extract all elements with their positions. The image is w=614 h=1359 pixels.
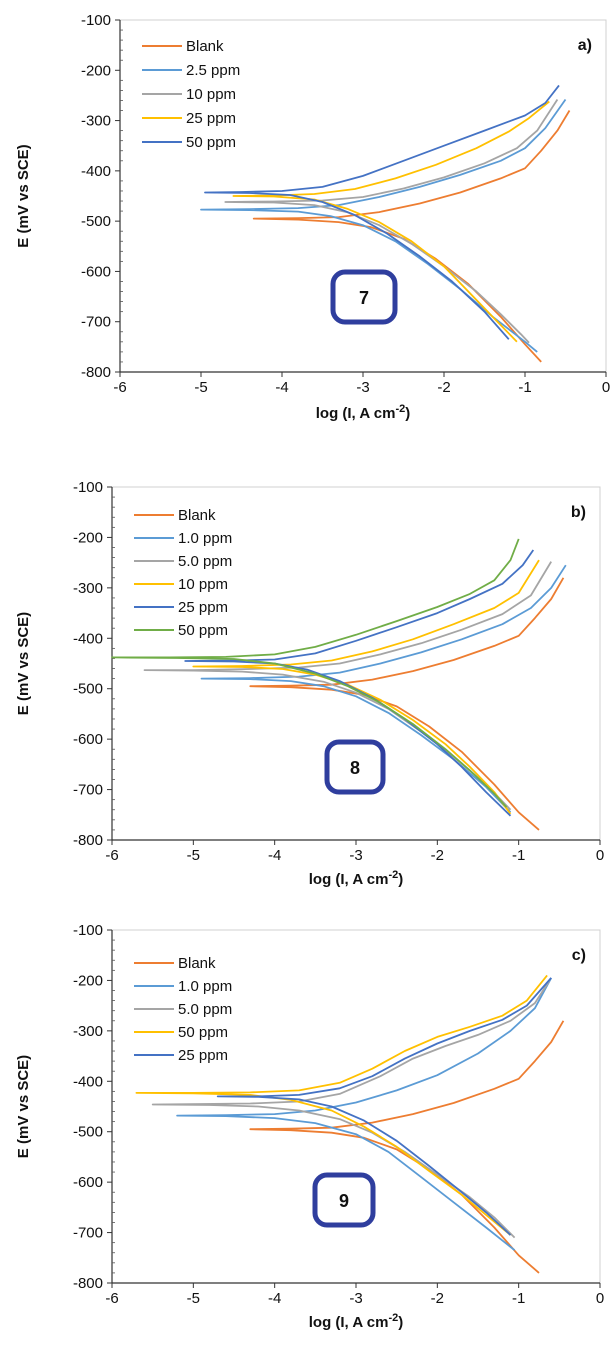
- x-tick-label: -3: [349, 1290, 362, 1307]
- y-tick-label: -300: [73, 580, 103, 597]
- series-line: [224, 99, 559, 344]
- x-axis-title: log (I, A cm-2): [309, 1312, 404, 1331]
- x-tick-label: -4: [268, 847, 281, 864]
- x-tick-label: -2: [431, 847, 444, 864]
- chart-panel-1: -100 -200 -300 -400 -500 -600 -700 -800-6 -5 -4 -3…: [15, 12, 610, 422]
- badge-box: [324, 739, 386, 795]
- x-tick-label: -5: [187, 1290, 200, 1307]
- y-tick-label: -100: [73, 479, 103, 496]
- y-tick-label: -700: [73, 1225, 103, 1242]
- legend-entry: 2.5 ppm: [186, 62, 240, 79]
- chart-panel-2: -100 -200 -300 -400 -500 -600 -700 -800-6 -5 -4 -3…: [15, 479, 604, 888]
- legend-entry: 10 ppm: [178, 576, 228, 593]
- y-axis-title: E (mV vs SCE): [15, 1055, 32, 1158]
- badge-number: 7: [359, 288, 369, 308]
- x-axis-title: log (I, A cm-2): [309, 869, 404, 888]
- y-tick-label: -300: [81, 113, 111, 130]
- x-tick-label: -1: [518, 379, 531, 396]
- y-tick-label: -100: [73, 922, 103, 939]
- series-line: [176, 977, 552, 1251]
- panel-label: a): [578, 37, 592, 54]
- legend-entry: 1.0 ppm: [178, 530, 232, 547]
- series-line: [192, 559, 540, 815]
- chart-panel-3: -100 -200 -300 -400 -500 -600 -700 -800-6 -5 -4 -3…: [15, 922, 604, 1331]
- legend-entry: 1.0 ppm: [178, 978, 232, 995]
- legend-entry: 50 ppm: [178, 622, 228, 639]
- x-tick-label: -6: [105, 1290, 118, 1307]
- x-tick-label: -3: [356, 379, 369, 396]
- series-line: [216, 977, 552, 1236]
- legend-entry: Blank: [186, 38, 224, 55]
- series-line: [111, 538, 520, 808]
- panel-label: b): [571, 504, 586, 521]
- legend-entry: 25 ppm: [186, 110, 236, 127]
- badge-box: [312, 1172, 376, 1228]
- y-tick-label: -200: [73, 529, 103, 546]
- x-tick-label: -6: [113, 379, 126, 396]
- series-line: [151, 979, 551, 1239]
- legend-entry: 50 ppm: [186, 134, 236, 151]
- legend-entry: Blank: [178, 507, 216, 524]
- series-line: [249, 577, 565, 831]
- y-tick-label: -600: [73, 1174, 103, 1191]
- y-tick-label: -100: [81, 12, 111, 29]
- y-tick-label: -500: [81, 213, 111, 230]
- y-tick-label: -300: [73, 1023, 103, 1040]
- x-tick-label: -5: [194, 379, 207, 396]
- x-tick-label: -2: [437, 379, 450, 396]
- y-tick-label: -800: [81, 364, 111, 381]
- series-line: [184, 549, 535, 817]
- x-tick-label: -6: [105, 847, 118, 864]
- x-tick-label: -1: [512, 847, 525, 864]
- legend-entry: 50 ppm: [178, 1024, 228, 1041]
- badge-box: [330, 269, 398, 325]
- y-tick-label: -400: [81, 163, 111, 180]
- x-tick-label: -4: [268, 1290, 281, 1307]
- y-tick-label: -800: [73, 1275, 103, 1292]
- badge-number: 8: [350, 758, 360, 778]
- legend-entry: 5.0 ppm: [178, 1001, 232, 1018]
- x-tick-label: 0: [596, 847, 604, 864]
- legend-entry: 5.0 ppm: [178, 553, 232, 570]
- legend-entry: Blank: [178, 955, 216, 972]
- series-line: [200, 564, 567, 813]
- x-tick-label: 0: [602, 379, 610, 396]
- y-axis-title: E (mV vs SCE): [15, 144, 32, 247]
- x-tick-label: -5: [187, 847, 200, 864]
- y-tick-label: -700: [81, 314, 111, 331]
- y-tick-label: -400: [73, 630, 103, 647]
- x-tick-label: 0: [596, 1290, 604, 1307]
- panel-label: c): [572, 947, 586, 964]
- y-axis-title: E (mV vs SCE): [15, 612, 32, 715]
- legend-entry: 25 ppm: [178, 1047, 228, 1064]
- y-tick-label: -500: [73, 681, 103, 698]
- x-tick-label: -4: [275, 379, 288, 396]
- x-tick-label: -2: [431, 1290, 444, 1307]
- series-line: [232, 100, 550, 343]
- series-line: [200, 98, 567, 353]
- y-tick-label: -200: [81, 62, 111, 79]
- badge-number: 9: [339, 1191, 349, 1211]
- y-tick-label: -700: [73, 782, 103, 799]
- y-tick-label: -800: [73, 832, 103, 849]
- y-tick-label: -200: [73, 972, 103, 989]
- y-tick-label: -600: [81, 263, 111, 280]
- series-line: [135, 974, 548, 1236]
- series-line: [204, 84, 560, 340]
- y-tick-label: -400: [73, 1073, 103, 1090]
- legend-entry: 25 ppm: [178, 599, 228, 616]
- x-tick-label: -3: [349, 847, 362, 864]
- x-axis-title: log (I, A cm-2): [316, 403, 411, 422]
- y-tick-label: -600: [73, 731, 103, 748]
- x-tick-label: -1: [512, 1290, 525, 1307]
- series-line: [252, 110, 571, 363]
- y-tick-label: -500: [73, 1124, 103, 1141]
- legend-entry: 10 ppm: [186, 86, 236, 103]
